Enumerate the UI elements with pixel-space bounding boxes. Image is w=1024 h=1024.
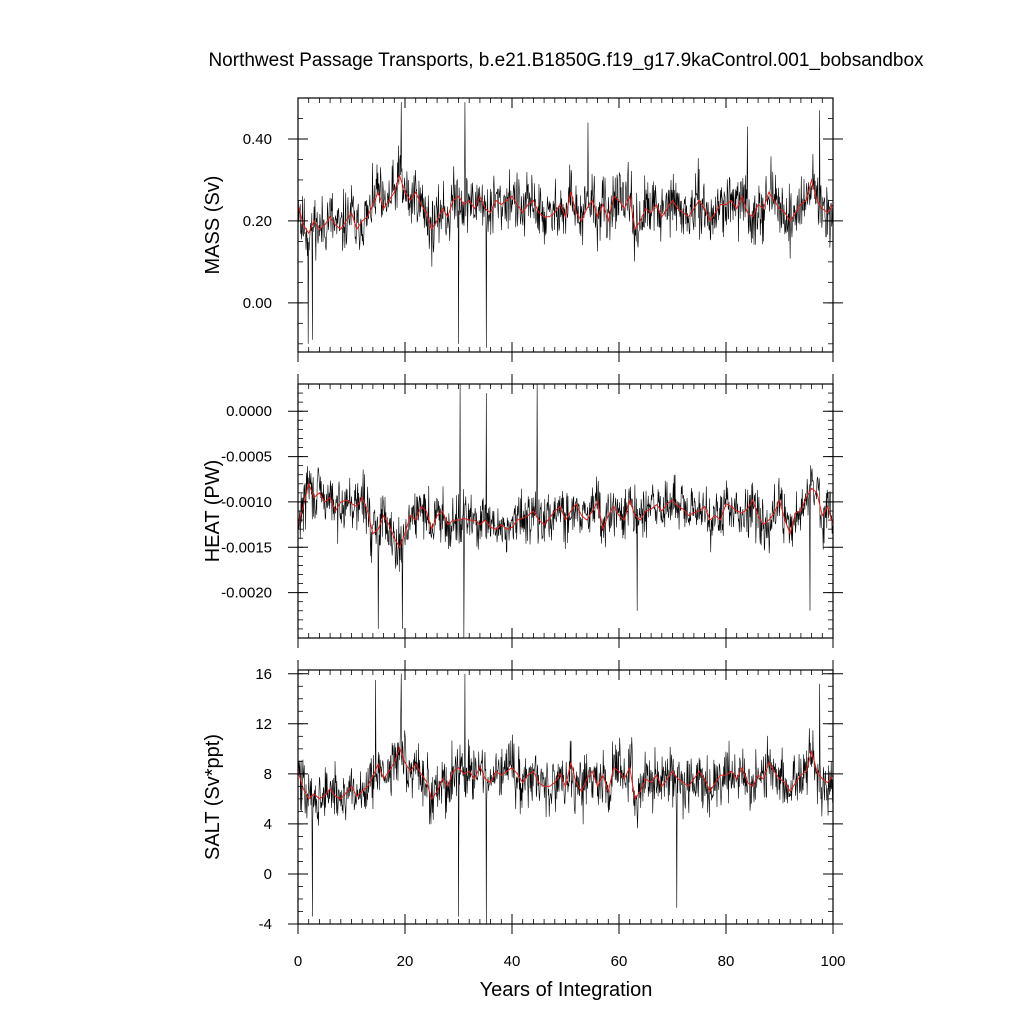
salt-y-tick-label: 4 (264, 816, 272, 833)
heat-y-tick-label: -0.0005 (221, 449, 272, 466)
salt-annual-series (298, 746, 833, 801)
mass-monthly-series (298, 102, 833, 348)
panel-heat: 0.0000 -0.0005 -0.0010 -0.0015 -0.0020 HEAT (… (202, 374, 843, 648)
heat-y-tick-label: -0.0010 (221, 494, 272, 511)
salt-plot-frame (297, 669, 834, 925)
salt-y-tick-label: 16 (255, 666, 272, 683)
mass-y-tick-label: 0.20 (243, 213, 272, 230)
salt-y-tick-label: 8 (264, 766, 272, 783)
x-axis-label: Years of Integration (480, 979, 653, 1001)
heat-annual-series (298, 482, 833, 549)
panel-salt: -4 0 4 8 12 16 SALT (Sv*ppt) 0 20 40 60 80 100 (202, 660, 846, 970)
salt-y-tick-label: 12 (255, 716, 272, 733)
x-tick-label: 80 (718, 953, 735, 970)
x-tick-label: 60 (611, 953, 628, 970)
heat-y-tick-label: 0.0000 (226, 403, 272, 420)
mass-annual-series (298, 174, 833, 235)
salt-monthly-series (298, 673, 833, 924)
x-tick-label: 40 (504, 953, 521, 970)
heat-y-tick-label: -0.0015 (221, 539, 272, 556)
x-tick-label: 0 (294, 953, 302, 970)
heat-y-tick-label: -0.0020 (221, 585, 272, 602)
x-tick-label: 100 (820, 953, 845, 970)
x-tick-label: 20 (397, 953, 414, 970)
heat-monthly-series (298, 384, 833, 638)
mass-y-axis-label: MASS (Sv) (202, 176, 224, 275)
salt-y-tick-label: -4 (259, 916, 272, 933)
mass-y-tick-label: 0.40 (243, 131, 272, 148)
salt-y-tick-label: 0 (264, 866, 272, 883)
salt-y-axis-label: SALT (Sv*ppt) (202, 734, 224, 860)
mass-y-tick-label: 0.00 (243, 295, 272, 312)
chart-panels: 0.00 0.20 0.40 MASS (Sv) 0.0000 -0.0005 -0.001… (202, 97, 846, 970)
panel-mass: 0.00 0.20 0.40 MASS (Sv) (202, 97, 843, 362)
heat-y-axis-label: HEAT (PW) (202, 460, 224, 563)
chart-title: Northwest Passage Transports, b.e21.B185… (208, 50, 924, 71)
